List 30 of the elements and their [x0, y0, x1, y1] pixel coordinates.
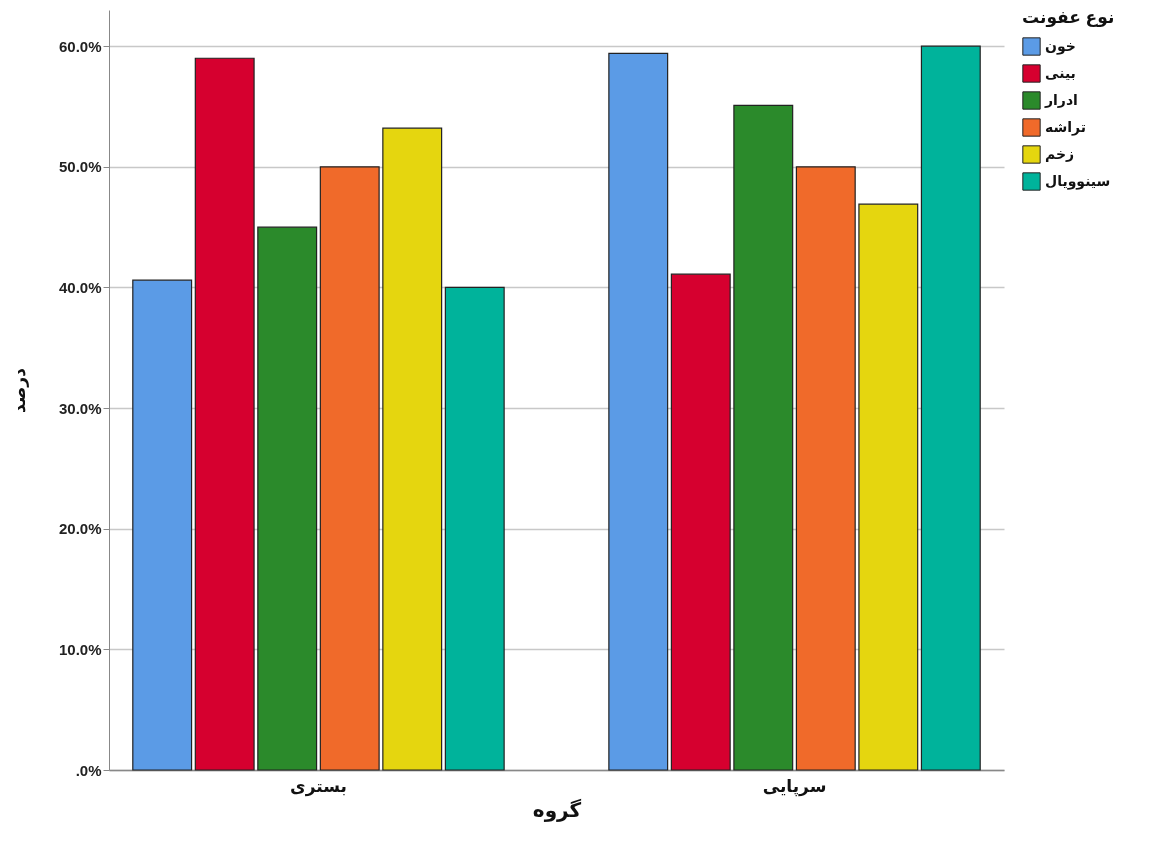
y-tick-label: 20.0%	[58, 520, 102, 538]
bar	[319, 166, 380, 771]
legend-label: خون	[1045, 37, 1076, 55]
x-tick-label: بستری	[290, 776, 347, 797]
y-tick-label: 30.0%	[58, 399, 102, 417]
legend-label: تراشه	[1045, 118, 1087, 136]
y-axis-title: درصد	[9, 367, 29, 413]
bar	[670, 273, 731, 771]
bar	[920, 45, 981, 771]
x-axis-title: گروه	[532, 797, 582, 822]
y-tick-label: 10.0%	[58, 640, 102, 658]
bar	[444, 286, 505, 771]
y-tick-label: 50.0%	[58, 158, 102, 176]
legend-label: ادرار	[1044, 91, 1078, 108]
y-tick-label: 60.0%	[58, 37, 102, 55]
x-tick-label: سرپایی	[762, 776, 827, 797]
bar	[858, 203, 919, 771]
bar	[257, 226, 318, 771]
bar	[608, 52, 669, 771]
legend-title: نوع عفونت	[1022, 8, 1115, 28]
y-tick-label: .0%	[75, 761, 102, 779]
legend-label: بینی	[1045, 64, 1076, 81]
y-tick-label: 40.0%	[58, 278, 102, 296]
bar	[194, 57, 255, 771]
bar	[132, 279, 193, 771]
legend-label: زخم	[1045, 145, 1075, 162]
bar	[795, 166, 856, 771]
legend-label: سینوویال	[1045, 172, 1111, 190]
bar	[382, 127, 443, 771]
bar	[733, 104, 794, 771]
